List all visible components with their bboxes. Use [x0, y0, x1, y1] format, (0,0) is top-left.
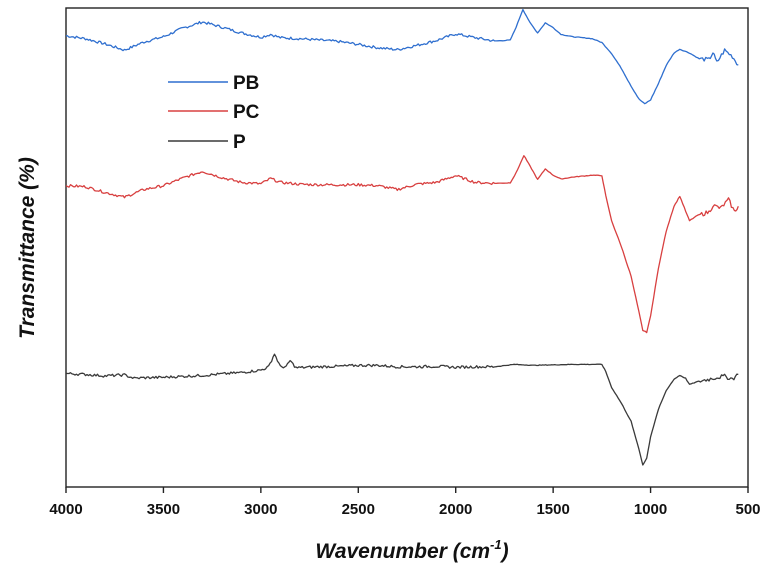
series-line-p	[65, 353, 739, 466]
plot-frame	[65, 7, 749, 488]
y-axis-title: Transmittance (%)	[16, 157, 39, 339]
legend-entry-pc: PC	[168, 102, 260, 123]
x-tick-label: 4000	[49, 501, 82, 518]
legend-label-pb: PB	[233, 73, 259, 94]
x-axis-title-superscript: -1	[490, 537, 502, 552]
x-tick-label: 2000	[439, 501, 472, 518]
x-axis-title-end: )	[500, 540, 509, 563]
legend-label-pc: PC	[233, 102, 260, 123]
legend-label-p: P	[233, 132, 246, 153]
plot-area-border	[65, 7, 749, 488]
x-axis-title: Wavenumber (cm-1)	[315, 537, 508, 563]
legend: PB PC P	[168, 73, 260, 153]
x-tick-label: 3500	[147, 501, 180, 518]
series-line-pb	[66, 8, 739, 105]
legend-entry-p: P	[168, 132, 246, 153]
x-axis-title-main: Wavenumber (cm	[315, 540, 490, 563]
legend-entry-pb: PB	[168, 73, 259, 94]
series-line-pc	[65, 155, 739, 334]
x-tick-label: 1000	[634, 501, 667, 518]
x-axis-ticks: 4000 3500 3000 2500 2000 1500 1000 500	[49, 487, 761, 518]
x-tick-label: 500	[735, 501, 760, 518]
x-tick-label: 3000	[244, 501, 277, 518]
x-tick-label: 1500	[536, 501, 569, 518]
x-tick-label: 2500	[342, 501, 375, 518]
series-layer	[65, 8, 739, 466]
